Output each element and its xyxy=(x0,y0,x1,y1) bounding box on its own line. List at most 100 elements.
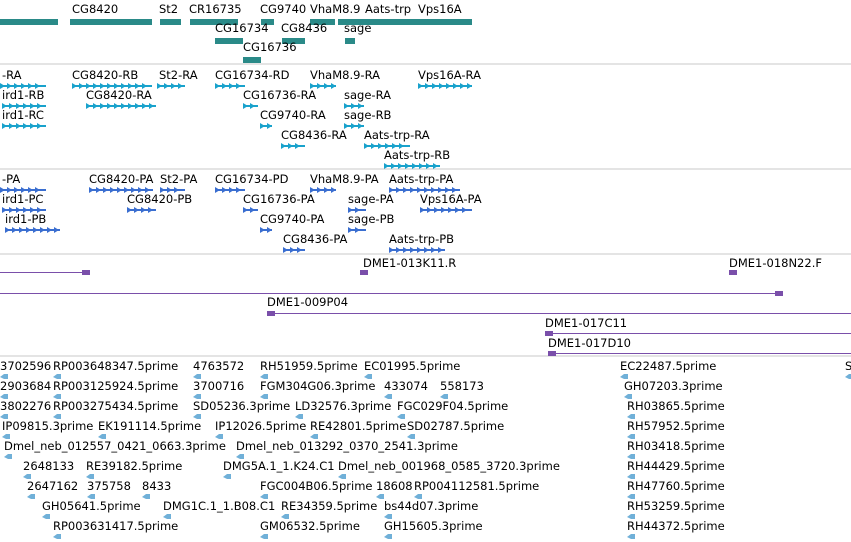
est-marker[interactable] xyxy=(98,434,106,439)
est-marker[interactable] xyxy=(281,514,289,519)
est-marker[interactable] xyxy=(627,514,635,519)
feature[interactable]: 3700716 xyxy=(193,379,244,399)
gene-bar[interactable] xyxy=(261,19,274,25)
feature[interactable]: CG8436 xyxy=(281,21,327,44)
est-marker[interactable] xyxy=(215,434,223,439)
feature[interactable]: GH05641.5prime xyxy=(42,499,141,519)
feature[interactable]: VhaM8.9-RA xyxy=(310,68,380,89)
est-marker[interactable] xyxy=(236,454,244,459)
est-marker[interactable] xyxy=(260,494,268,499)
est-marker[interactable] xyxy=(295,414,303,419)
gene-bar[interactable] xyxy=(345,38,355,44)
clone-line[interactable] xyxy=(548,353,851,354)
est-marker[interactable] xyxy=(260,394,268,399)
feature-bar[interactable] xyxy=(160,189,185,191)
feature[interactable]: IP12026.5prime xyxy=(215,419,306,439)
feature[interactable]: bs44d07.3prime xyxy=(384,499,478,519)
feature[interactable]: DME1-013K11.R xyxy=(360,256,456,275)
est-marker[interactable] xyxy=(627,434,635,439)
feature[interactable]: ird1-RC xyxy=(2,108,46,129)
feature[interactable]: Aats-trp-RB xyxy=(384,148,450,169)
feature[interactable]: RH47760.5prime xyxy=(627,479,725,499)
est-marker[interactable] xyxy=(440,394,448,399)
feature-bar[interactable] xyxy=(260,229,272,231)
est-marker[interactable] xyxy=(193,374,201,379)
feature[interactable]: 558173 xyxy=(440,379,484,399)
est-marker[interactable] xyxy=(2,434,10,439)
feature[interactable]: RP003125924.5prime xyxy=(53,379,178,399)
feature[interactable]: RE34359.5prime xyxy=(281,499,377,519)
feature[interactable]: -RA xyxy=(0,68,46,89)
clone-line[interactable] xyxy=(545,333,851,334)
est-marker[interactable] xyxy=(0,374,8,379)
feature[interactable]: S xyxy=(845,359,851,379)
feature[interactable]: RH51959.5prime xyxy=(260,359,358,379)
feature[interactable]: RE39182.5prime xyxy=(86,459,182,479)
feature[interactable]: CG16736-RA xyxy=(243,88,316,109)
feature[interactable]: CG16736-PA xyxy=(243,192,315,213)
feature[interactable]: GH15605.3prime xyxy=(384,519,483,539)
feature[interactable]: 4763572 xyxy=(193,359,244,379)
est-marker[interactable] xyxy=(627,454,635,459)
feature[interactable]: Aats-trp xyxy=(338,2,472,25)
gene-bar[interactable] xyxy=(0,19,58,25)
feature[interactable]: CG9740-RA xyxy=(260,108,326,129)
feature[interactable]: CG8420-RB xyxy=(72,68,152,89)
feature[interactable]: DMG1C.1_1.B08.C1 xyxy=(163,499,275,519)
clone-line[interactable] xyxy=(0,293,783,294)
feature-bar[interactable] xyxy=(310,85,336,87)
feature[interactable]: St2 xyxy=(159,2,181,25)
feature[interactable]: Dmel_neb_012557_0421_0663.3prime xyxy=(4,439,226,459)
feature[interactable]: RH53259.5prime xyxy=(627,499,725,519)
est-marker[interactable] xyxy=(627,494,635,499)
feature[interactable]: Aats-trp-RA xyxy=(364,128,430,149)
est-marker[interactable] xyxy=(627,474,635,479)
feature[interactable]: LD32576.3prime xyxy=(295,399,391,419)
feature[interactable]: ird1-PB xyxy=(5,212,60,233)
clone-track[interactable]: DME1-013K11.R DME1-018N22.F DME1-009P04 DME… xyxy=(0,256,851,356)
est-marker[interactable] xyxy=(53,374,61,379)
feature[interactable]: RP003631417.5prime xyxy=(53,519,178,539)
feature[interactable]: VhaM8.9 xyxy=(310,2,360,25)
est-marker[interactable] xyxy=(223,474,231,479)
clone-line[interactable] xyxy=(267,313,851,314)
feature-bar[interactable] xyxy=(310,189,336,191)
feature[interactable]: Vps16A-PA xyxy=(420,192,482,213)
est-marker[interactable] xyxy=(87,494,95,499)
feature[interactable]: Aats-trp-PA xyxy=(389,172,460,193)
feature[interactable]: St2-RA xyxy=(157,68,198,89)
feature[interactable]: RH57952.5prime xyxy=(627,419,725,439)
gene-track[interactable]: CG8420 St2 CR16735 CG9740 VhaM8.9 Aats-trp Vps… xyxy=(0,2,472,63)
feature[interactable]: EC01995.5prime xyxy=(364,359,460,379)
est-marker[interactable] xyxy=(0,394,8,399)
feature-bar[interactable] xyxy=(418,85,472,87)
est-marker[interactable] xyxy=(53,414,61,419)
feature[interactable]: DME1-017C11 xyxy=(545,316,851,336)
est-marker[interactable] xyxy=(624,394,632,399)
gene-bar[interactable] xyxy=(310,19,335,25)
est-marker[interactable] xyxy=(338,474,346,479)
feature[interactable]: 433074 xyxy=(384,379,428,399)
feature[interactable]: CG8420-RA xyxy=(86,88,156,109)
feature[interactable]: Dmel_neb_001968_0585_3720.3prime xyxy=(338,459,560,479)
gene-bar[interactable] xyxy=(215,38,243,44)
feature[interactable]: DME1-009P04 xyxy=(267,295,851,316)
feature[interactable]: 3802276 xyxy=(0,399,51,419)
feature[interactable]: RP003275434.5prime xyxy=(53,399,178,419)
feature[interactable]: sage-RB xyxy=(344,108,392,129)
feature[interactable]: CG8436-PA xyxy=(283,232,348,253)
feature[interactable]: DME1-017D10 xyxy=(548,336,851,356)
est-marker[interactable] xyxy=(53,534,61,539)
feature[interactable]: FGC004B06.5prime xyxy=(260,479,373,499)
feature[interactable]: sage xyxy=(344,21,371,44)
feature-bar[interactable] xyxy=(260,125,272,127)
feature[interactable]: GM06532.5prime xyxy=(260,519,360,539)
feature[interactable]: 2903684 xyxy=(0,379,51,399)
feature[interactable]: 8433 xyxy=(142,479,171,499)
feature[interactable]: EC22487.5prime xyxy=(620,359,716,379)
feature[interactable]: 375758 xyxy=(87,479,131,499)
feature[interactable]: ird1-PC xyxy=(2,192,46,213)
feature[interactable]: Vps16A xyxy=(418,2,462,16)
feature[interactable]: VhaM8.9-PA xyxy=(310,172,379,193)
